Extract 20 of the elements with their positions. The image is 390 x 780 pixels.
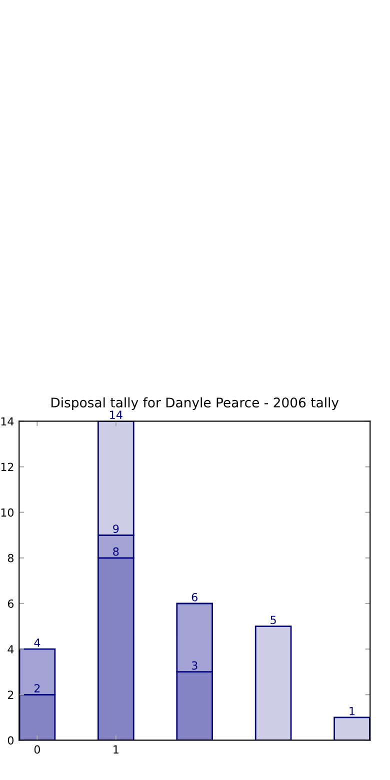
total-label: 5 — [270, 616, 276, 624]
y-tick-label: 6 — [8, 599, 14, 608]
annotation: 3 — [192, 661, 198, 670]
total-label: 4 — [34, 638, 40, 647]
chart-title: Disposal tally for Danyle Pearce - 2006 tally — [52, 397, 339, 410]
total-label: 14 — [110, 410, 122, 419]
y-tick-label: 14 — [1, 417, 14, 426]
y-tick-label: 8 — [8, 554, 14, 562]
total-label: 6 — [192, 592, 198, 602]
total-label: 1 — [350, 707, 355, 716]
annotation: 8 — [113, 547, 119, 556]
y-tick-label: 4 — [8, 645, 14, 654]
bar — [254, 626, 292, 740]
annotation: 9 — [113, 524, 119, 533]
y-tick-label: 2 — [8, 690, 14, 699]
y-tick-label: 12 — [1, 462, 14, 471]
bar — [334, 716, 370, 740]
y-tick-label: 0 — [8, 736, 14, 745]
y-tick-label: 10 — [1, 508, 14, 517]
annotation: 2 — [34, 684, 40, 692]
